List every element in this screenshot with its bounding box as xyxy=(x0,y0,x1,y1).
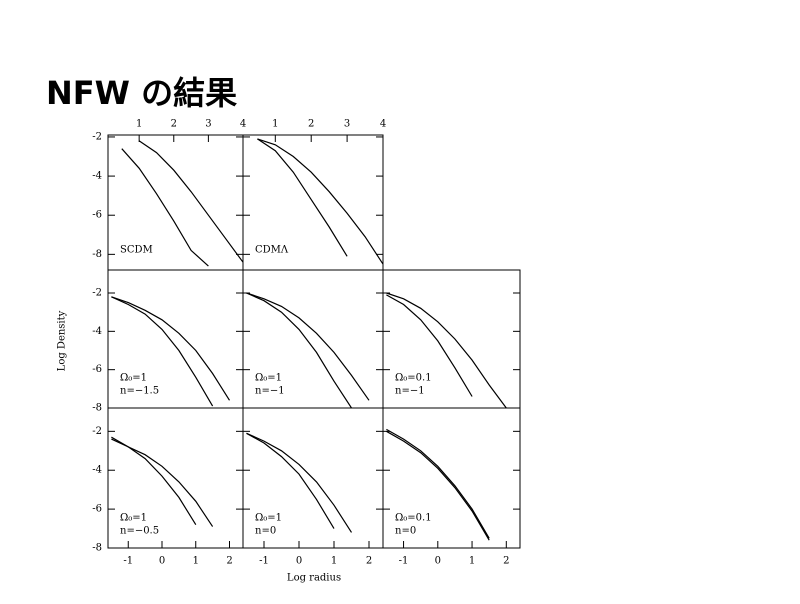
panel-label: Ω₀=0.1 xyxy=(395,373,432,384)
x-tick-label: 2 xyxy=(226,556,232,567)
y-tick-label: -4 xyxy=(92,465,102,476)
panel-label: n=−0.5 xyxy=(120,526,159,537)
panel: -2 -4 -6 -8 -1 0 1 2 Ω₀=1 n=−0.5 xyxy=(92,407,244,567)
x-tick-label: 2 xyxy=(308,119,314,130)
x-tick-label: -1 xyxy=(399,556,409,567)
panel: -2 -4 -6 -8 Ω₀=1 n=−1.5 xyxy=(92,269,244,414)
panel-label: n=−1 xyxy=(395,386,425,397)
y-tick-label: -8 xyxy=(92,543,102,554)
x-tick-label: 1 xyxy=(136,119,142,130)
y-tick-label: -4 xyxy=(92,171,102,182)
panel-label: CDMΛ xyxy=(255,245,289,256)
panel-label: Ω₀=1 xyxy=(120,513,147,524)
density-curve xyxy=(246,292,353,408)
x-tick-label: 3 xyxy=(344,119,350,130)
y-axis-label: Log Density xyxy=(57,310,68,371)
density-curve xyxy=(386,430,490,541)
panel-label: n=−1 xyxy=(255,386,285,397)
x-tick-label: 1 xyxy=(469,556,475,567)
y-tick-label: -6 xyxy=(92,210,102,221)
density-curve xyxy=(111,296,231,401)
y-tick-label: -2 xyxy=(92,131,102,142)
y-tick-label: -6 xyxy=(92,504,102,515)
density-curve xyxy=(246,432,335,529)
density-curve xyxy=(111,296,214,407)
slide-title: NFW の結果 xyxy=(46,74,237,112)
panel-label: Ω₀=1 xyxy=(255,513,282,524)
y-tick-label: -2 xyxy=(92,288,102,299)
x-tick-label: 2 xyxy=(171,119,177,130)
density-curve xyxy=(246,292,370,401)
panel: Ω₀=1 n=−1 xyxy=(242,269,384,409)
x-tick-label: -1 xyxy=(123,556,133,567)
y-tick-label: -8 xyxy=(92,249,102,260)
x-tick-label: 2 xyxy=(366,556,372,567)
x-tick-label: 1 xyxy=(193,556,199,567)
y-tick-label: -8 xyxy=(92,403,102,414)
density-curve xyxy=(121,148,209,267)
panel-label: n=0 xyxy=(395,526,416,537)
x-tick-label: 0 xyxy=(159,556,165,567)
density-curve xyxy=(138,140,243,263)
panel-label: SCDM xyxy=(120,245,153,256)
y-tick-label: -6 xyxy=(92,364,102,375)
panel-label: n=0 xyxy=(255,526,276,537)
x-tick-label: 0 xyxy=(296,556,302,567)
panel: -1 0 1 2 Ω₀=0.1 n=0 xyxy=(382,407,521,567)
density-curve xyxy=(386,428,490,539)
density-curve xyxy=(386,292,507,408)
density-curve xyxy=(257,138,348,257)
panel: Ω₀=0.1 n=−1 xyxy=(382,269,521,409)
panel-label: n=−1.5 xyxy=(120,386,159,397)
density-curve xyxy=(246,432,353,533)
x-tick-label: 3 xyxy=(205,119,211,130)
y-tick-label: -4 xyxy=(92,326,102,337)
density-curve xyxy=(386,294,473,397)
x-tick-label: 4 xyxy=(380,119,386,130)
panel-frame xyxy=(382,407,521,549)
x-tick-label: 4 xyxy=(240,119,246,130)
x-axis-label: Log radius xyxy=(287,573,341,584)
x-tick-label: 2 xyxy=(503,556,509,567)
x-tick-label: 1 xyxy=(272,119,278,130)
panel: -1 0 1 2 Ω₀=1 n=0 xyxy=(242,407,384,567)
x-tick-label: 0 xyxy=(435,556,441,567)
density-curve xyxy=(257,138,383,265)
panel-label: Ω₀=1 xyxy=(255,373,282,384)
panel: -2 -4 -6 -8 1 2 3 4 SCDM xyxy=(92,119,246,271)
panel-label: Ω₀=0.1 xyxy=(395,513,432,524)
density-curve xyxy=(111,438,214,527)
y-tick-label: -2 xyxy=(92,426,102,437)
panel: 1 2 3 4 CDMΛ xyxy=(242,119,386,271)
x-tick-label: 1 xyxy=(331,556,337,567)
x-tick-label: -1 xyxy=(259,556,269,567)
panel-label: Ω₀=1 xyxy=(120,373,147,384)
